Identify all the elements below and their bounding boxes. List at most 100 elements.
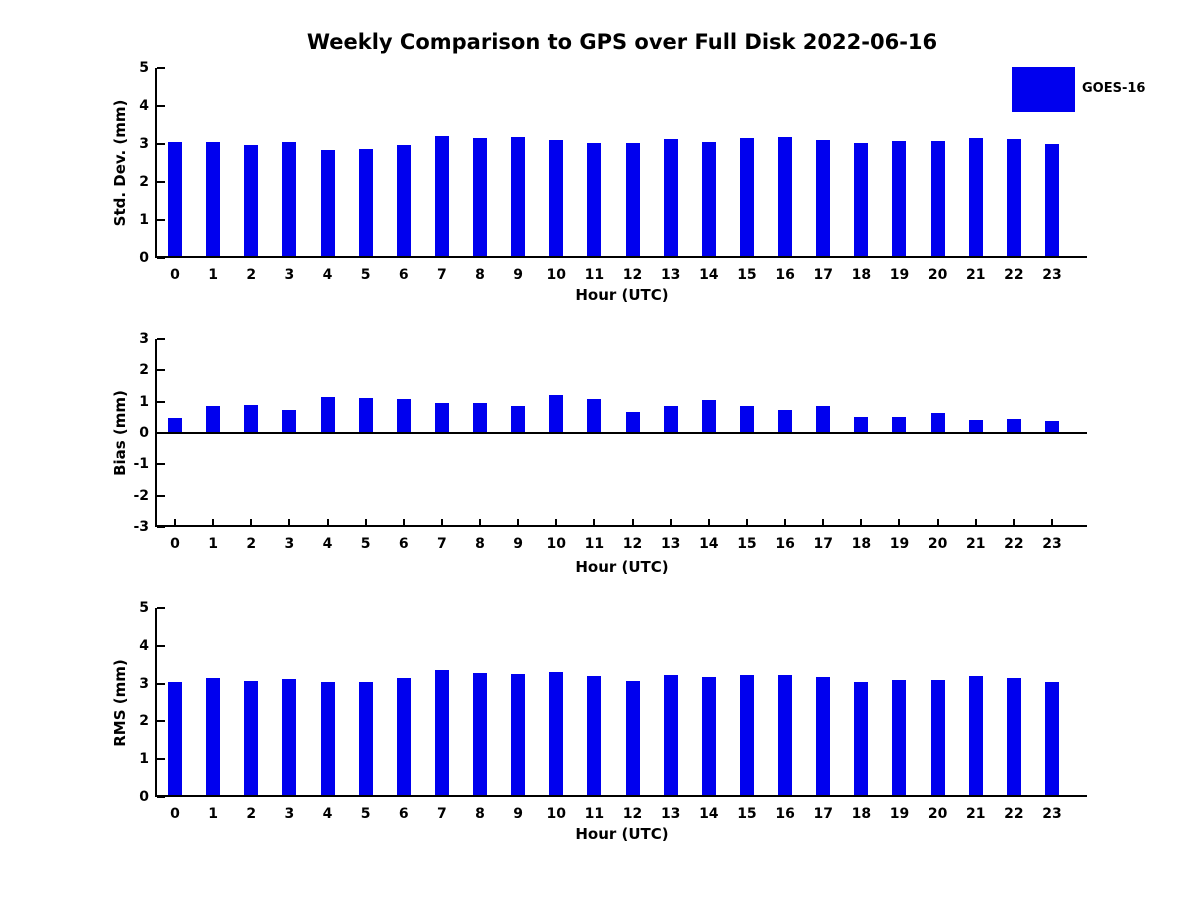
bar bbox=[701, 677, 716, 797]
x-tick-label: 8 bbox=[475, 536, 485, 552]
x-tick-label: 14 bbox=[699, 806, 719, 822]
y-tick bbox=[157, 720, 165, 723]
x-tick bbox=[631, 519, 634, 527]
bar bbox=[625, 411, 640, 433]
bar bbox=[587, 398, 602, 433]
bar bbox=[358, 398, 373, 433]
x-tick-label: 6 bbox=[398, 536, 409, 552]
y-tick-label: 1 bbox=[139, 393, 149, 410]
x-tick-label: 23 bbox=[1042, 267, 1062, 283]
x-tick-label: 21 bbox=[965, 806, 986, 822]
x-tick-label: 11 bbox=[584, 267, 605, 283]
bar bbox=[168, 681, 182, 797]
bar bbox=[1044, 143, 1059, 258]
x-tick-label: 1 bbox=[208, 806, 218, 822]
x-axis-label: Hour (UTC) bbox=[575, 825, 669, 843]
y-tick bbox=[157, 219, 165, 221]
bar bbox=[968, 676, 983, 797]
y-tick-label: 5 bbox=[139, 60, 149, 76]
bar bbox=[1044, 682, 1059, 797]
x-tick-label: 22 bbox=[1004, 536, 1024, 552]
x-tick bbox=[326, 519, 329, 527]
x-tick-label: 13 bbox=[660, 536, 681, 552]
bar bbox=[892, 140, 907, 258]
x-tick-label: 11 bbox=[584, 806, 605, 822]
bar bbox=[663, 139, 678, 258]
bottom-spine bbox=[155, 256, 1087, 258]
bar bbox=[434, 403, 449, 433]
bar bbox=[892, 679, 907, 797]
plot-area bbox=[155, 67, 1087, 259]
bar bbox=[396, 677, 411, 797]
bar bbox=[778, 409, 793, 433]
x-tick-label: 8 bbox=[475, 267, 485, 283]
y-tick bbox=[157, 463, 165, 466]
x-tick-label: 23 bbox=[1042, 536, 1062, 552]
y-tick-label: 4 bbox=[139, 637, 149, 654]
x-tick-label: 12 bbox=[622, 806, 643, 822]
x-tick-label: 11 bbox=[584, 536, 605, 552]
y-tick-label: 3 bbox=[139, 136, 149, 152]
legend-swatch-goes16 bbox=[1012, 67, 1075, 112]
y-tick bbox=[157, 494, 165, 497]
y-tick-label: 2 bbox=[139, 713, 149, 730]
bar bbox=[663, 406, 678, 433]
x-tick-label: 22 bbox=[1004, 806, 1024, 822]
x-tick-label: 0 bbox=[170, 267, 180, 283]
x-tick-label: 19 bbox=[889, 536, 910, 552]
x-axis-label: Hour (UTC) bbox=[575, 286, 669, 304]
bar bbox=[854, 143, 869, 258]
bar bbox=[168, 142, 182, 258]
x-tick bbox=[174, 519, 176, 527]
bar bbox=[1044, 421, 1059, 433]
y-tick-label: 2 bbox=[139, 174, 149, 190]
bar bbox=[701, 400, 716, 433]
x-tick-label: 5 bbox=[360, 806, 371, 822]
x-tick bbox=[288, 519, 291, 527]
x-tick-label: 2 bbox=[246, 536, 257, 552]
bar bbox=[358, 148, 373, 258]
y-tick bbox=[157, 257, 165, 259]
bar bbox=[511, 405, 526, 433]
bar bbox=[320, 150, 335, 258]
x-tick-label: 7 bbox=[437, 806, 447, 822]
x-tick-label: 13 bbox=[660, 806, 681, 822]
x-tick-label: 8 bbox=[475, 806, 485, 822]
x-tick-label: 18 bbox=[851, 267, 872, 283]
x-tick-label: 20 bbox=[927, 536, 948, 552]
x-tick-label: 15 bbox=[737, 267, 757, 283]
bar bbox=[206, 142, 221, 258]
x-tick-label: 13 bbox=[660, 267, 681, 283]
y-axis-label: RMS (mm) bbox=[111, 658, 129, 747]
x-tick-label: 12 bbox=[622, 267, 643, 283]
x-tick-label: 4 bbox=[322, 267, 333, 283]
bar bbox=[511, 137, 526, 258]
bar bbox=[816, 140, 831, 258]
x-tick-label: 17 bbox=[813, 267, 833, 283]
x-tick-label: 20 bbox=[927, 267, 948, 283]
bar bbox=[625, 680, 640, 797]
bar bbox=[930, 412, 945, 433]
bar bbox=[434, 670, 449, 797]
bar bbox=[587, 676, 602, 797]
bar bbox=[1006, 139, 1021, 258]
bar bbox=[282, 142, 297, 258]
bar bbox=[854, 682, 869, 797]
x-tick-label: 1 bbox=[208, 267, 218, 283]
x-tick-label: 15 bbox=[737, 806, 757, 822]
x-tick-label: 17 bbox=[813, 536, 833, 552]
x-tick bbox=[707, 519, 710, 527]
x-tick-label: 7 bbox=[437, 536, 447, 552]
x-tick-label: 15 bbox=[737, 536, 757, 552]
legend-label: GOES-16 bbox=[1082, 81, 1146, 96]
bar bbox=[396, 145, 411, 258]
left-spine bbox=[155, 68, 157, 258]
x-tick-label: 4 bbox=[322, 806, 333, 822]
bar bbox=[244, 145, 259, 258]
x-tick bbox=[212, 519, 215, 527]
bar bbox=[701, 142, 716, 258]
bar bbox=[854, 416, 869, 433]
x-tick-label: 6 bbox=[398, 267, 409, 283]
bar bbox=[244, 680, 259, 797]
bar bbox=[625, 143, 640, 258]
